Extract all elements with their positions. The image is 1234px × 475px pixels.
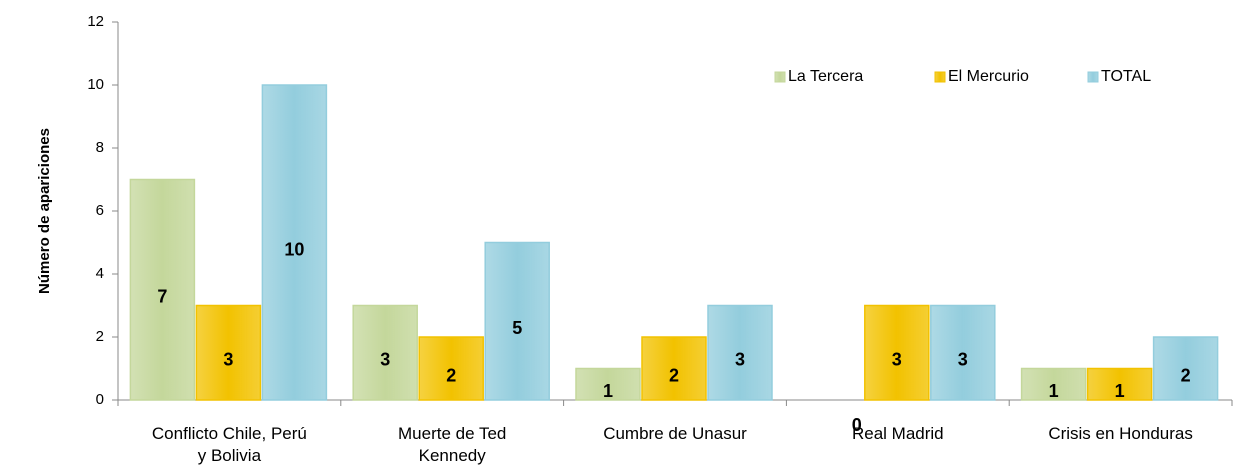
legend-swatch: [1087, 71, 1099, 83]
bar: [575, 367, 641, 401]
legend-swatch: [774, 71, 786, 83]
y-tick-label: 8: [96, 139, 104, 156]
data-label: 1: [1115, 381, 1125, 401]
y-axis-title: Número de apariciones: [36, 128, 53, 294]
bar: [352, 304, 418, 401]
bar: [195, 304, 262, 401]
x-tick-label: Cumbre de Unasur: [603, 424, 747, 443]
data-label: 3: [380, 350, 390, 370]
bar: [930, 304, 996, 401]
bar: [707, 304, 773, 401]
data-label: 2: [1181, 365, 1191, 385]
legend-label: El Mercurio: [948, 68, 1029, 85]
legend-label: TOTAL: [1101, 68, 1151, 85]
y-tick-label: 12: [87, 13, 104, 30]
x-tick-label-line: Muerte de Ted: [398, 424, 506, 443]
y-tick-label: 10: [87, 76, 104, 93]
data-label: 3: [223, 350, 233, 370]
data-label: 3: [892, 350, 902, 370]
data-label: 2: [669, 365, 679, 385]
y-tick-label: 4: [96, 265, 104, 282]
bar: [418, 336, 484, 401]
x-tick-label-line: Cumbre de Unasur: [603, 424, 747, 443]
bar: [864, 304, 930, 401]
data-label: 10: [284, 239, 304, 259]
data-label: 5: [512, 318, 522, 338]
bar: [129, 178, 196, 401]
y-tick-label: 6: [96, 202, 104, 219]
data-label: 0: [852, 415, 862, 435]
x-tick-label-line: y Bolivia: [198, 446, 262, 465]
y-tick-label: 2: [96, 328, 104, 345]
y-tick-label: 0: [96, 391, 104, 408]
legend-label: La Tercera: [788, 68, 863, 85]
bar: [1086, 367, 1153, 401]
bar: [1152, 336, 1219, 401]
data-label: 1: [603, 381, 613, 401]
x-tick-label-line: Conflicto Chile, Perú: [152, 424, 307, 443]
legend-swatch: [934, 71, 946, 83]
data-label: 3: [735, 350, 745, 370]
x-tick-label-line: Kennedy: [419, 446, 487, 465]
x-tick-label-line: Real Madrid: [852, 424, 944, 443]
bar: [1020, 367, 1087, 401]
data-label: 7: [157, 287, 167, 307]
bar: [484, 241, 550, 401]
data-label: 1: [1049, 381, 1059, 401]
x-tick-label: Crisis en Honduras: [1048, 424, 1193, 443]
x-tick-label-line: Crisis en Honduras: [1048, 424, 1193, 443]
x-tick-label: Conflicto Chile, Perú y Bolivia: [152, 424, 307, 465]
bar: [261, 84, 328, 401]
x-tick-label: Muerte de Ted Kennedy: [398, 424, 506, 465]
x-tick-label: Real Madrid: [852, 424, 944, 443]
data-label: 3: [958, 350, 968, 370]
bar: [641, 336, 707, 401]
data-label: 2: [446, 365, 456, 385]
